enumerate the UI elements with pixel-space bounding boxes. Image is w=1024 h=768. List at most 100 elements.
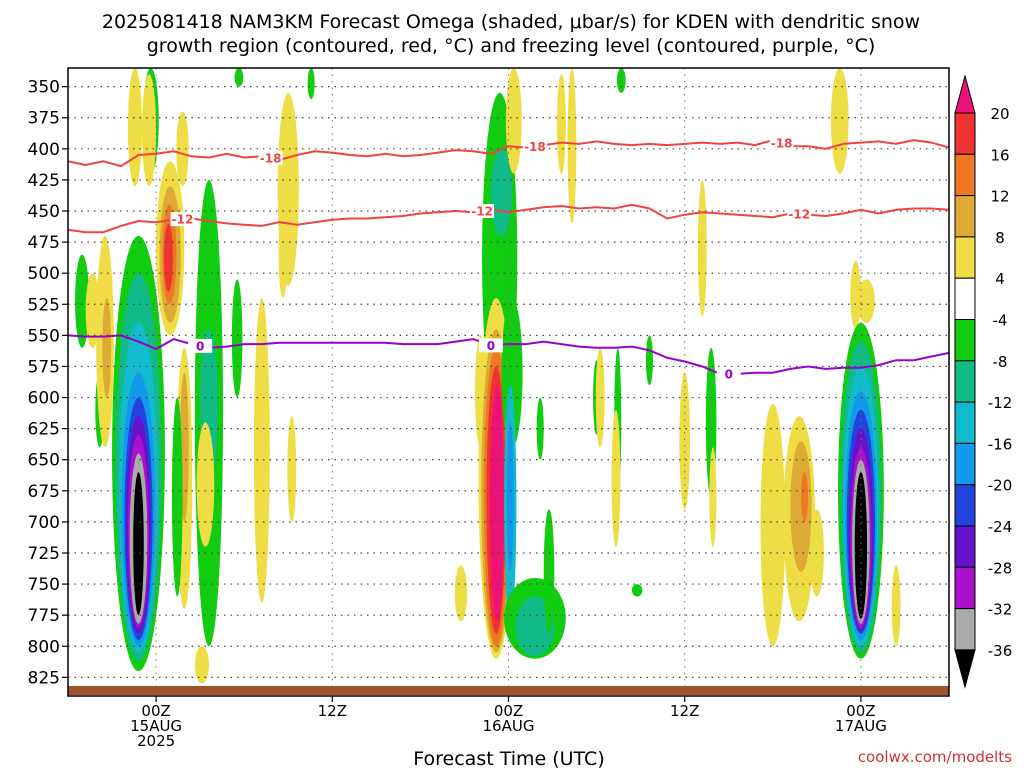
colorbar-tick-label: 20: [990, 105, 1009, 123]
colorbar-bin: [954, 195, 976, 238]
contour-label: -18: [260, 152, 282, 166]
y-tick-label: 500: [28, 264, 60, 284]
omega-cell: [709, 447, 717, 547]
colorbar-bin: [954, 74, 976, 114]
omega-cell: [790, 441, 812, 572]
omega-cell: [760, 403, 786, 647]
colorbar-tick-label: -8: [993, 353, 1008, 371]
omega-cell: [253, 298, 270, 603]
omega-cell: [127, 68, 143, 187]
contour-line: [68, 139, 949, 168]
contour-label: -18: [524, 140, 546, 154]
omega-cell: [631, 584, 643, 597]
colorbar-tick-label: 8: [995, 229, 1005, 247]
contour-label-bg: [478, 338, 503, 353]
omega-cell: [75, 254, 90, 348]
omega-cell: [850, 260, 861, 330]
colorbar-bin: [954, 608, 976, 651]
colorbar-tick-label: 12: [990, 188, 1009, 206]
y-tick-label: 450: [28, 202, 60, 222]
omega-cell: [142, 74, 157, 187]
y-tick-label: 725: [28, 544, 60, 564]
omega-cell: [171, 397, 183, 597]
colorbar-bin: [954, 566, 976, 610]
colorbar-bin: [954, 319, 976, 362]
y-tick-label: 475: [28, 233, 60, 253]
y-tick-label: 400: [28, 140, 60, 160]
omega-cell: [164, 223, 173, 292]
colorbar-bin: [954, 153, 976, 197]
omega-cell: [611, 409, 621, 547]
x-tick-label: 12Z: [670, 702, 699, 720]
omega-cell: [645, 335, 653, 386]
contour-label-bg: [258, 151, 283, 166]
y-tick-label: 800: [28, 637, 60, 657]
chart-title-line-1: 2025081418 NAM3KM Forecast Omega (shaded…: [102, 11, 920, 33]
omega-cell: [133, 472, 144, 616]
colorbar-tick-label: -16: [988, 435, 1013, 453]
colorbar-bin: [954, 277, 976, 321]
omega-cell: [176, 111, 189, 187]
contour-label: 0: [196, 339, 204, 353]
omega-cell: [800, 472, 809, 522]
x-tick-label: 00Z: [846, 702, 875, 720]
omega-cell: [489, 385, 505, 622]
colorbar-bin: [954, 525, 976, 568]
omega-cell: [616, 68, 626, 93]
colorbar-tick-label: -36: [988, 642, 1013, 660]
colorbar-bin: [954, 360, 976, 403]
y-tick-label: 625: [28, 420, 60, 440]
x-tick-label: 00Z: [494, 702, 523, 720]
y-tick-label: 425: [28, 171, 60, 191]
contour-label-bg: [787, 207, 812, 222]
omega-shading: [75, 68, 901, 684]
x-tick-label: 12Z: [318, 702, 347, 720]
omega-cell: [506, 422, 514, 572]
y-tick-label: 675: [28, 482, 60, 502]
y-tick-label: 775: [28, 606, 60, 626]
y-tick-label: 600: [28, 389, 60, 409]
colorbar-tick-label: -4: [993, 312, 1008, 330]
omega-cell: [102, 298, 112, 398]
contour-label-bg: [188, 338, 213, 353]
colorbar-tick-label: 4: [995, 270, 1005, 288]
x-tick-label: 17AUG: [835, 717, 887, 735]
contour-label-bg: [769, 136, 794, 151]
omega-cell: [490, 148, 513, 236]
colorbar-bin: [954, 112, 976, 155]
contour-label: -12: [172, 213, 194, 227]
contour-label-bg: [470, 204, 495, 219]
y-tick-label: 525: [28, 295, 60, 315]
omega-cell: [830, 68, 849, 174]
omega-cell: [556, 74, 566, 174]
y-tick-label: 825: [28, 668, 60, 688]
credit-text: coolwx.com/modelts: [858, 748, 1012, 766]
omega-cell: [231, 279, 243, 398]
omega-cell: [515, 596, 555, 657]
omega-cell: [567, 68, 577, 224]
y-tick-label: 550: [28, 326, 60, 346]
x-tick-label: 16AUG: [483, 717, 535, 735]
y-tick-label: 700: [28, 513, 60, 533]
colorbar-tick-label: -28: [988, 559, 1013, 577]
colorbar: 20 16 12 8 4 -4 -8 -12 -16 -20 -24 -28 -32 -36: [954, 74, 1013, 689]
x-axis-label: Forecast Time (UTC): [413, 748, 604, 768]
omega-cell: [595, 347, 605, 448]
y-tick-label: 650: [28, 451, 60, 471]
contour-label-bg: [522, 139, 547, 154]
x-tick-label: 2025: [137, 732, 175, 750]
chart-title-line-2: growth region (contoured, red, °C) and f…: [147, 35, 876, 57]
colorbar-bin: [954, 442, 976, 486]
omega-cell: [536, 397, 544, 460]
omega-cell: [854, 472, 868, 619]
omega-cell: [194, 646, 209, 684]
omega-cell: [196, 422, 215, 547]
y-tick-label: 375: [28, 109, 60, 129]
omega-cell: [234, 68, 244, 87]
ground-surface: [68, 686, 949, 695]
omega-cell: [891, 565, 901, 647]
contour-label: -12: [788, 208, 810, 222]
colorbar-tick-label: -20: [988, 477, 1013, 495]
y-tick-label: 350: [28, 78, 60, 98]
